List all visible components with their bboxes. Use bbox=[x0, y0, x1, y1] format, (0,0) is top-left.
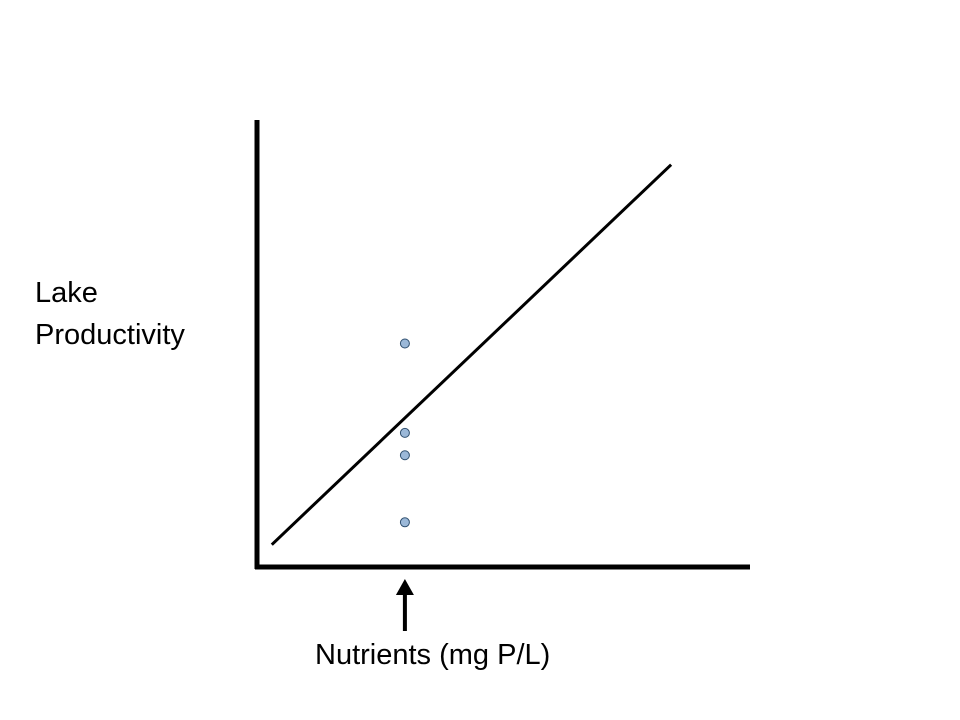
y-axis-label-line-1: Lake bbox=[35, 277, 98, 309]
x-axis-label: Nutrients (mg P/L) bbox=[315, 639, 550, 671]
arrow-head bbox=[395, 579, 414, 595]
data-points bbox=[399, 338, 410, 528]
data-point-4 bbox=[399, 517, 410, 528]
trend-line bbox=[270, 163, 673, 546]
data-point-3 bbox=[399, 450, 410, 461]
y-axis-label-line-2: Productivity bbox=[35, 319, 185, 351]
data-point-1 bbox=[399, 338, 410, 349]
nutrient-marker-arrow bbox=[395, 579, 414, 631]
axes bbox=[254, 120, 750, 570]
data-point-2 bbox=[399, 427, 410, 438]
